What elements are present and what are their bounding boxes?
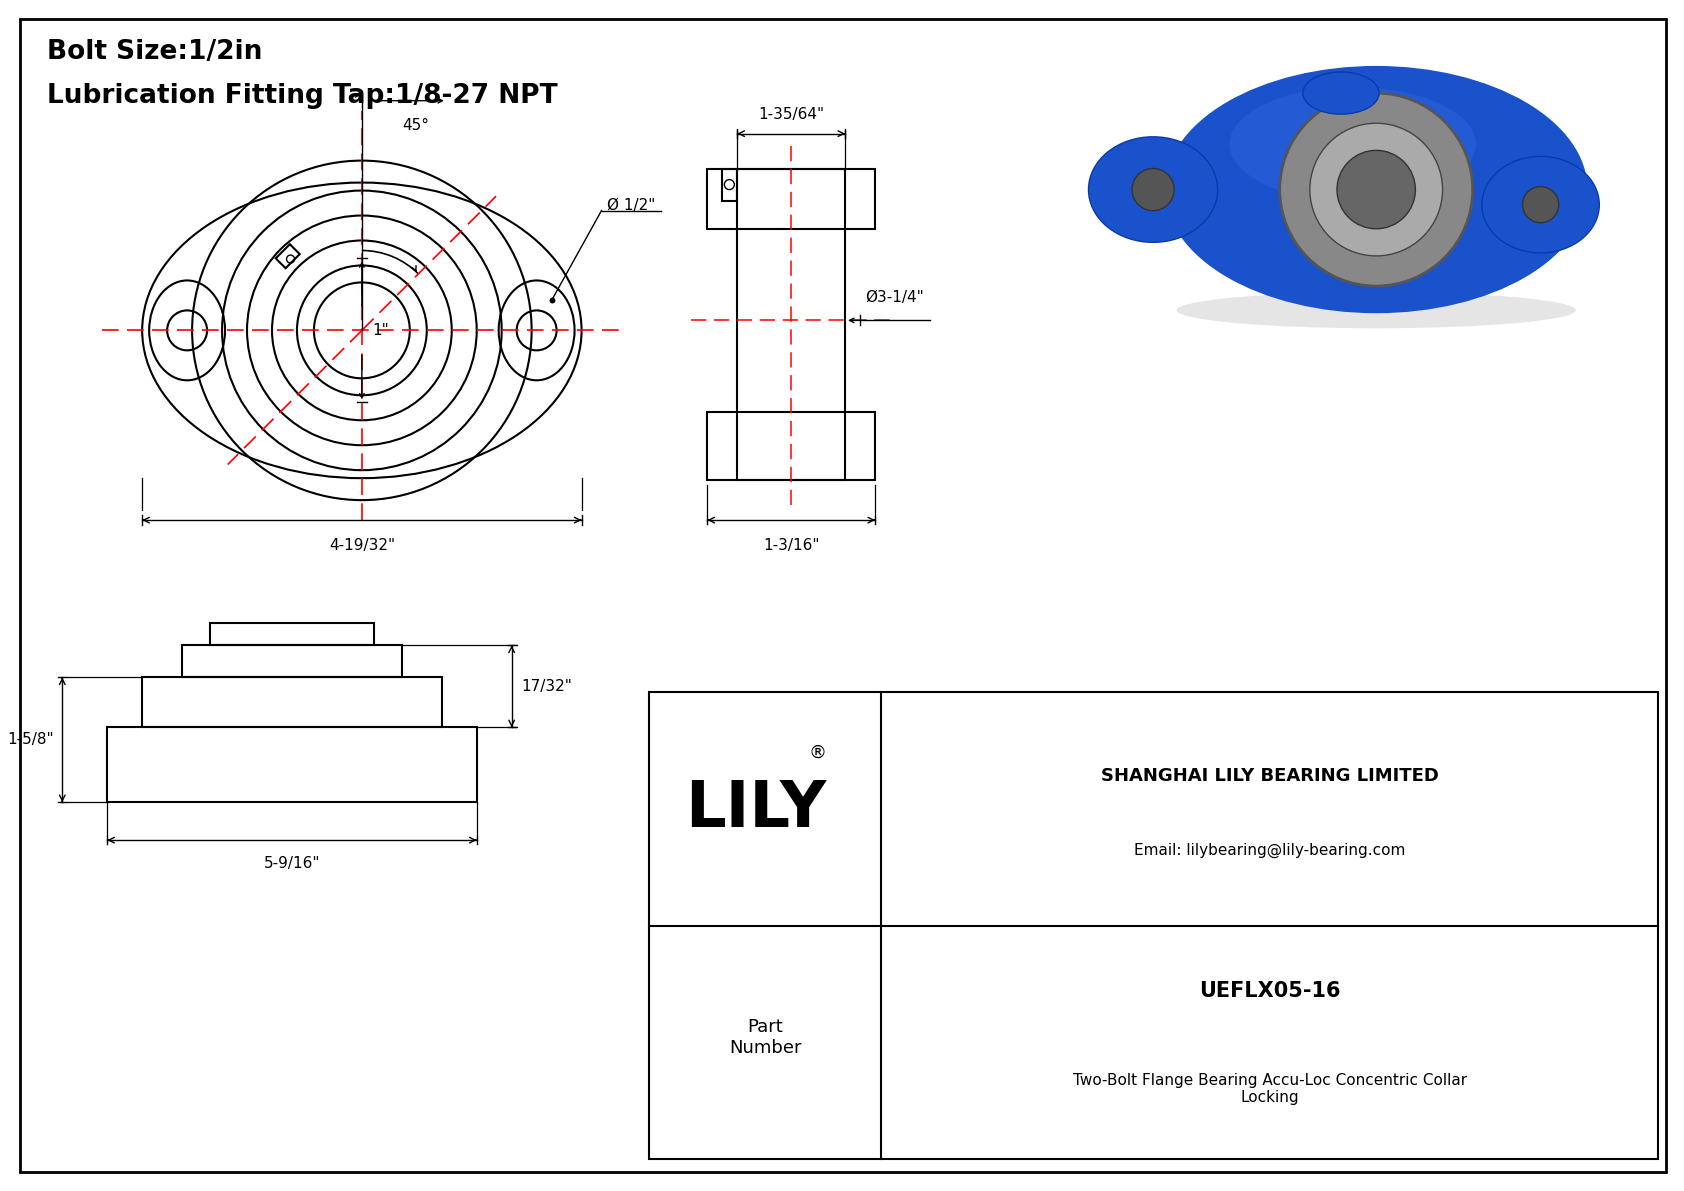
Bar	[650, 692, 1659, 1159]
Bar	[707, 412, 876, 480]
Bar	[141, 678, 441, 728]
Text: Two-Bolt Flange Bearing Accu-Loc Concentric Collar
Locking: Two-Bolt Flange Bearing Accu-Loc Concent…	[1073, 1073, 1467, 1105]
Text: Ø 1/2": Ø 1/2"	[606, 198, 655, 212]
Text: Lubrication Fitting Tap:1/8-27 NPT: Lubrication Fitting Tap:1/8-27 NPT	[47, 82, 557, 108]
Text: 1-35/64": 1-35/64"	[758, 107, 825, 121]
Text: Ø3-1/4": Ø3-1/4"	[866, 291, 925, 305]
Text: Email: lilybearing@lily-bearing.com: Email: lilybearing@lily-bearing.com	[1133, 843, 1404, 859]
Text: 5-9/16": 5-9/16"	[264, 856, 320, 871]
Ellipse shape	[1303, 71, 1379, 114]
Circle shape	[1522, 187, 1559, 223]
Bar	[108, 728, 477, 803]
Bar	[722, 169, 738, 200]
Text: UEFLX05-16: UEFLX05-16	[1199, 981, 1340, 1000]
Text: 4-19/32": 4-19/32"	[328, 538, 396, 553]
Ellipse shape	[1229, 87, 1475, 201]
Text: LILY: LILY	[685, 778, 825, 840]
Bar	[738, 169, 845, 480]
Bar	[209, 623, 374, 646]
Circle shape	[1337, 150, 1415, 229]
Ellipse shape	[1482, 156, 1600, 252]
Ellipse shape	[1177, 292, 1576, 329]
Bar	[1071, 39, 1659, 341]
Ellipse shape	[1088, 137, 1218, 242]
Circle shape	[1310, 123, 1443, 256]
Text: Bolt Size:1/2in: Bolt Size:1/2in	[47, 39, 263, 64]
Text: 45°: 45°	[402, 118, 429, 133]
Text: 17/32": 17/32"	[522, 679, 573, 694]
Text: SHANGHAI LILY BEARING LIMITED: SHANGHAI LILY BEARING LIMITED	[1101, 767, 1438, 785]
Text: 1": 1"	[372, 323, 389, 338]
Bar	[707, 169, 876, 229]
Ellipse shape	[1165, 66, 1588, 313]
Text: ®: ®	[808, 743, 827, 761]
Text: Part
Number: Part Number	[729, 1018, 802, 1058]
Text: 1-5/8": 1-5/8"	[8, 732, 54, 747]
Bar	[276, 244, 300, 268]
Text: 1-3/16": 1-3/16"	[763, 538, 820, 553]
Circle shape	[1280, 93, 1474, 286]
Bar	[182, 646, 402, 678]
Circle shape	[1132, 168, 1174, 211]
